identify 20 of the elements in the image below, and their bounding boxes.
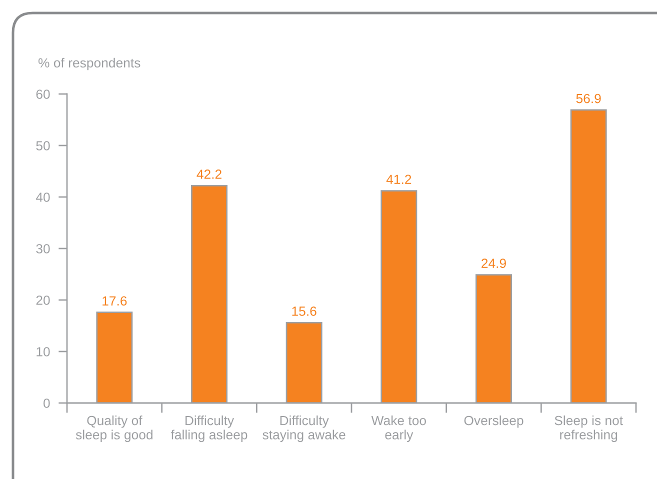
y-tick-label: 30 — [36, 244, 50, 254]
data-label: 56.9 — [576, 94, 601, 104]
y-axis-title: % of respondents — [38, 58, 140, 70]
x-tick-label: Difficulty falling asleep — [170, 416, 248, 442]
x-tick-label: Difficulty staying awake — [262, 416, 346, 442]
x-tick-label: Sleep is not refreshing — [554, 416, 623, 442]
x-tick-label: Oversleep — [464, 416, 524, 428]
x-tick-label: Wake too early — [371, 416, 426, 442]
y-tick-label: 40 — [36, 192, 50, 202]
data-label: 15.6 — [292, 306, 316, 316]
y-tick-label: 10 — [36, 347, 50, 356]
data-label: 42.2 — [196, 170, 222, 179]
y-tick-label: 50 — [36, 141, 50, 150]
data-label: 24.9 — [482, 258, 506, 268]
y-tick-label: 60 — [36, 90, 50, 99]
data-label: 17.6 — [102, 296, 127, 306]
y-tick-label: 0 — [44, 398, 50, 408]
x-tick-label: Quality of sleep is good — [76, 416, 152, 442]
y-tick-label: 20 — [36, 296, 50, 305]
data-label: 41.2 — [386, 174, 412, 184]
